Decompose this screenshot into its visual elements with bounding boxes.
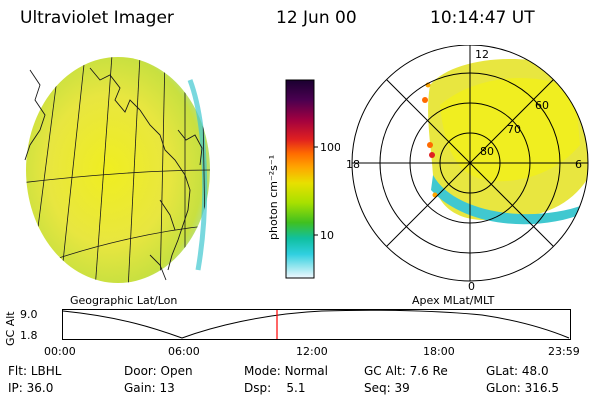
status-seq: Seq: 39 <box>364 381 410 395</box>
status-ip: IP: 36.0 <box>8 381 54 395</box>
lat-label-60: 60 <box>535 99 549 112</box>
mlt-label-dawn: 6 <box>575 158 582 171</box>
altitude-ylabel: GC Alt <box>4 311 17 346</box>
altitude-xtick: 00:00 <box>44 345 76 358</box>
colorbar-gradient <box>285 79 315 279</box>
lat-label-80: 80 <box>480 145 494 158</box>
mlt-label-midnight: 0 <box>468 280 475 293</box>
graticule <box>26 57 210 283</box>
time-label: 10:14:47 UT <box>430 8 535 28</box>
date-label: 12 Jun 00 <box>276 8 357 28</box>
status-filter: Flt: LBHL <box>8 364 62 378</box>
lat-label-70: 70 <box>507 123 521 136</box>
altitude-chart <box>62 309 571 340</box>
altitude-xtick: 23:59 <box>548 345 580 358</box>
altitude-xtick: 12:00 <box>296 345 328 358</box>
status-gain: Gain: 13 <box>124 381 175 395</box>
geographic-caption: Geographic Lat/Lon <box>70 294 178 307</box>
status-door: Door: Open <box>124 364 193 378</box>
colorbar: 100 10 photon cm⁻²s⁻¹ <box>267 79 340 279</box>
altitude-ytick: 9.0 <box>20 308 38 321</box>
status-gc-alt: GC Alt: 7.6 Re <box>364 364 448 378</box>
altitude-frame <box>62 309 571 340</box>
colorbar-tick-label: 100 <box>320 141 340 154</box>
status-mode: Mode: Normal <box>244 364 328 378</box>
altitude-ytick: 1.8 <box>20 329 38 342</box>
colorbar-unit-label: photon cm⁻²s⁻¹ <box>267 155 280 240</box>
colorbar-tick-label: 10 <box>320 229 334 242</box>
altitude-xtick: 06:00 <box>168 345 200 358</box>
geographic-image <box>24 57 210 283</box>
status-glon: GLon: 316.5 <box>486 381 559 395</box>
altitude-curve <box>62 309 570 339</box>
polar-plot: 12 18 6 0 60 70 80 <box>346 45 589 293</box>
mlt-label-noon: 12 <box>475 48 489 61</box>
apex-caption: Apex MLat/MLT <box>412 294 495 307</box>
status-dsp: Dsp: 5.1 <box>244 381 306 395</box>
coastlines <box>24 67 203 281</box>
altitude-xtick: 18:00 <box>423 345 455 358</box>
polar-grid <box>351 45 589 282</box>
status-glat: GLat: 48.0 <box>486 364 549 378</box>
mlt-label-dusk: 18 <box>346 158 360 171</box>
earth-disk <box>26 57 210 283</box>
app-title: Ultraviolet Imager <box>20 8 174 28</box>
